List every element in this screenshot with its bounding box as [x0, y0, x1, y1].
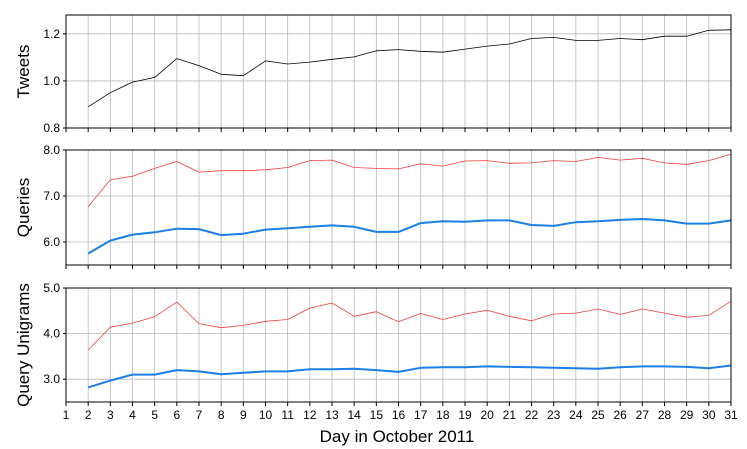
x-tick-label: 10 — [259, 408, 273, 422]
series-line-2 — [87, 364, 732, 389]
x-tick-label: 14 — [347, 408, 361, 422]
y-tick-label: 6.0 — [43, 235, 60, 249]
x-tick-label: 19 — [458, 408, 472, 422]
x-tick-label: 30 — [702, 408, 716, 422]
x-tick-label: 27 — [636, 408, 650, 422]
y-tick-label: 8.0 — [43, 143, 60, 157]
x-tick-label: 17 — [414, 408, 428, 422]
x-tick-label: 6 — [173, 408, 180, 422]
plot-frame — [65, 149, 732, 266]
x-tick-label: 2 — [85, 408, 92, 422]
x-tick-label: 9 — [240, 408, 247, 422]
y-axis-title: Query Unigrams — [14, 283, 33, 407]
x-tick-label: 7 — [196, 408, 203, 422]
x-tick-label: 13 — [325, 408, 339, 422]
panel-1: 0.8 1.0 1.2 Tweets — [14, 14, 732, 135]
y-tick-label: 5.0 — [43, 281, 60, 295]
series-line-1 — [87, 29, 732, 108]
x-tick-label: 3 — [107, 408, 114, 422]
x-tick-label: 22 — [525, 408, 539, 422]
panel-3: 3.0 4.0 5.0 Query Unigrams — [14, 281, 732, 407]
x-tick-label: 11 — [281, 408, 294, 422]
x-tick-label: 1 — [63, 408, 70, 422]
x-tick-label: 28 — [658, 408, 672, 422]
x-axis-title: Day in October 2011 — [320, 427, 475, 446]
y-axis-title: Tweets — [14, 45, 33, 99]
x-tick-label: 8 — [218, 408, 225, 422]
x-tick-label: 25 — [591, 408, 605, 422]
x-tick-label: 23 — [547, 408, 561, 422]
y-tick-label: 4.0 — [43, 327, 60, 341]
y-tick-label: 1.2 — [43, 27, 60, 41]
series-line-2 — [87, 218, 732, 255]
x-tick-label: 18 — [436, 408, 450, 422]
panels: 0.8 1.0 1.2 Tweets 6.0 7.0 8.0 Queries 3.0 4.0 5.0… — [14, 14, 732, 407]
y-tick-label: 1.0 — [43, 74, 60, 88]
x-tick-label: 24 — [569, 408, 583, 422]
y-axis-title: Queries — [14, 178, 33, 238]
panel-2: 6.0 7.0 8.0 Queries — [14, 143, 732, 269]
series-line-1 — [87, 153, 732, 207]
x-tick-label: 16 — [392, 408, 406, 422]
x-tick-label: 31 — [724, 408, 738, 422]
x-tick-label: 26 — [613, 408, 627, 422]
x-axis: 1 2 3 4 5 6 7 8 9 10 11 12 13 14 15 16 17 18 19 20 21 22 23 24 2… — [63, 408, 738, 422]
x-tick-label: 12 — [303, 408, 317, 422]
plot-frame — [65, 287, 732, 403]
plot-frame — [65, 14, 732, 129]
series-line-1 — [87, 300, 732, 351]
x-tick-label: 29 — [680, 408, 694, 422]
y-tick-label: 3.0 — [43, 372, 60, 386]
x-tick-label: 15 — [370, 408, 384, 422]
x-tick-label: 4 — [129, 408, 136, 422]
y-tick-label: 7.0 — [43, 189, 60, 203]
x-tick-label: 20 — [480, 408, 494, 422]
y-tick-label: 0.8 — [43, 121, 60, 135]
x-tick-label: 5 — [151, 408, 158, 422]
x-tick-label: 21 — [503, 408, 517, 422]
